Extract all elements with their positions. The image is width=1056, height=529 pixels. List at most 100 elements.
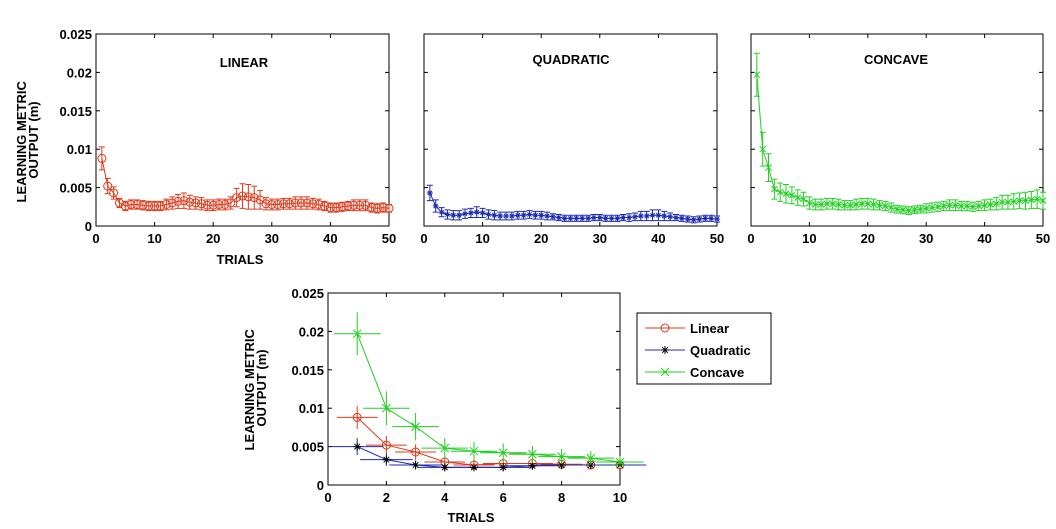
marker-star <box>637 213 644 220</box>
y-tick-label: 0 <box>85 219 92 234</box>
marker-x <box>969 203 977 211</box>
series-line <box>356 333 621 463</box>
legend-label: Quadratic <box>690 343 751 358</box>
x-tick-label: 0 <box>747 231 754 246</box>
marker-circle <box>302 198 312 208</box>
marker-x <box>440 443 450 453</box>
marker-circle <box>232 193 242 203</box>
marker-star <box>470 463 478 472</box>
marker-circle <box>261 199 271 209</box>
y-axis-label-line-2: OUTPUT (m) <box>26 101 41 178</box>
marker-x <box>753 71 761 79</box>
y-tick-label: 0.02 <box>67 65 92 80</box>
ticks: 0 2 4 6 8 10 0 0.005 0.01 0.015 0.02 0.025 <box>291 286 627 505</box>
marker-circle <box>126 199 136 209</box>
x-tick-label: 50 <box>1036 231 1050 246</box>
marker-star <box>499 463 508 472</box>
marker-circle <box>214 199 224 209</box>
marker-star <box>485 211 492 218</box>
marker-x <box>911 206 918 214</box>
marker-star <box>491 212 498 219</box>
x-tick-label: 50 <box>382 231 396 246</box>
marker-star <box>514 212 521 219</box>
marker-star <box>567 215 574 222</box>
marker-x <box>759 145 767 153</box>
marker-x <box>905 207 913 214</box>
marker-circle <box>381 440 391 450</box>
marker-circle <box>220 199 230 209</box>
marker-star <box>467 209 474 216</box>
panel-linear: 0 10 20 30 40 50 0 0.005 0.01 0.015 0.02 0.025 LINE… <box>14 27 396 267</box>
marker-star <box>526 211 533 218</box>
marker-star <box>462 210 469 217</box>
marker-circle <box>202 200 212 210</box>
marker-x <box>382 403 391 413</box>
marker-circle <box>238 191 247 201</box>
marker-star <box>708 215 715 222</box>
x-tick-label: 10 <box>802 231 816 246</box>
marker-x <box>893 205 901 213</box>
marker-circle <box>249 193 259 203</box>
marker-star <box>649 212 656 219</box>
marker-star <box>614 215 621 222</box>
y-tick-label: 0.005 <box>291 440 324 455</box>
marker-star <box>696 216 703 223</box>
marker-star <box>473 209 480 216</box>
y-tick-label: 0 <box>317 478 324 493</box>
marker-x <box>528 449 537 459</box>
y-tick-label: 0.01 <box>67 142 92 157</box>
marker-x <box>975 202 983 210</box>
marker-x <box>899 206 907 214</box>
y-tick-label: 0.025 <box>59 27 92 42</box>
marker-circle <box>290 198 300 208</box>
marker-star <box>382 455 391 464</box>
y-axis-label-line-2: OUTPUT (m) <box>254 349 269 426</box>
marker-circle <box>161 199 171 209</box>
marker-star <box>549 213 556 220</box>
marker-circle <box>372 203 382 213</box>
ticks: 0 10 20 30 40 50 <box>420 33 724 246</box>
marker-circle <box>138 200 148 210</box>
marker-star <box>444 211 451 218</box>
panel-quadratic: 0 10 20 30 40 50 QUADRATIC <box>420 33 724 246</box>
x-tick-label: 0 <box>420 231 427 246</box>
marker-star <box>596 214 603 221</box>
marker-star <box>426 189 433 196</box>
marker-star <box>561 215 568 222</box>
marker-star <box>528 461 537 470</box>
x-tick-label: 40 <box>977 231 991 246</box>
x-tick-label: 30 <box>919 231 933 246</box>
y-tick-label: 0.015 <box>59 104 92 119</box>
marks <box>426 184 720 224</box>
marks <box>753 52 1047 215</box>
marker-circle <box>337 202 347 212</box>
marks <box>330 312 647 472</box>
marker-circle <box>155 201 165 211</box>
y-tick-label: 0.01 <box>299 401 324 416</box>
ticks: 0 10 20 30 40 50 0 0.005 0.01 0.015 0.02 0.025 <box>59 27 396 246</box>
marker-circle <box>191 198 201 208</box>
marker-circle <box>114 198 124 208</box>
marker-x <box>841 201 848 209</box>
marker-star <box>411 461 420 470</box>
marker-circle <box>243 192 253 202</box>
marker-x <box>1010 198 1018 205</box>
marker-star <box>353 442 362 451</box>
marker-x <box>469 446 479 456</box>
marker-circle <box>279 199 289 209</box>
marker-circle <box>179 196 189 206</box>
marker-star <box>520 212 527 219</box>
marks <box>97 146 394 214</box>
marker-x <box>817 201 825 208</box>
marker-circle <box>314 199 324 209</box>
x-tick-label: 30 <box>265 231 279 246</box>
marker-star <box>626 214 633 221</box>
marker-x <box>788 191 796 199</box>
marker-circle <box>355 200 365 210</box>
marker-x <box>776 188 784 196</box>
legend: Linear Quadratic Concave <box>636 312 772 385</box>
marker-circle <box>267 199 277 209</box>
marker-circle <box>273 199 283 209</box>
x-tick-label: 10 <box>475 231 489 246</box>
